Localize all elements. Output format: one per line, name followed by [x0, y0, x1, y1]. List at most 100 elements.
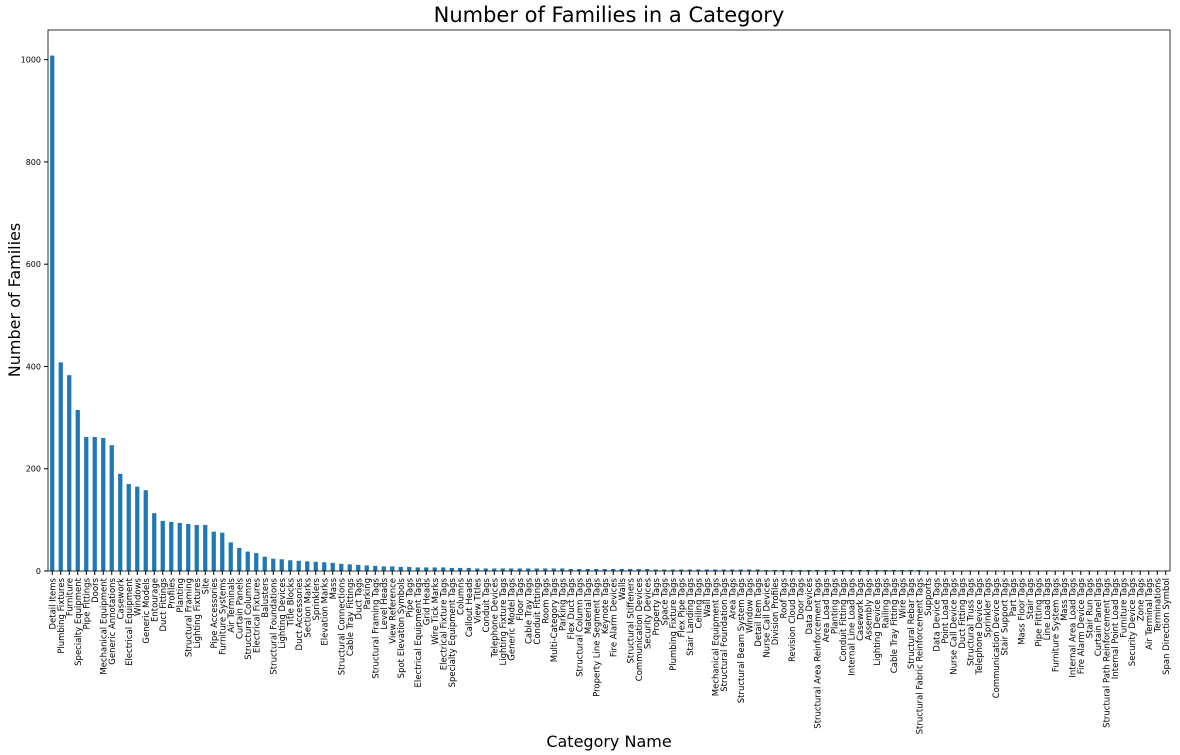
bar — [517, 568, 522, 571]
bar — [832, 569, 837, 571]
x-tick-label: Pipe Tags — [405, 577, 415, 617]
x-tick-label: Detail Item Tags — [754, 577, 764, 646]
x-tick-label: Multi-Category Tags — [550, 577, 560, 662]
bar — [534, 568, 539, 571]
bar — [849, 569, 854, 571]
x-tick-label: Pipe Fittings — [82, 577, 92, 629]
x-tick-label: Line Load Tags — [1043, 577, 1053, 640]
x-tick-label: Data Device Tags — [932, 577, 942, 651]
chart-title: Number of Families in a Category — [434, 3, 785, 27]
bar — [840, 569, 845, 571]
x-tick-label: Stair Run Tags — [1085, 577, 1095, 638]
bar — [58, 362, 63, 571]
x-tick-label: Structural Path Reinforcement Tags — [1102, 577, 1112, 727]
x-tick-label: Pipe Accessories — [210, 577, 220, 648]
x-tick-label: Electrical Equipment Tags — [414, 577, 424, 687]
bar — [169, 521, 174, 571]
x-tick-label: Fire Alarm Devices — [609, 577, 619, 657]
x-tick-label: Detail Items — [48, 577, 58, 629]
x-tick-label: Sprinkler Tags — [983, 577, 993, 637]
x-tick-label: Structural Beam System Tags — [737, 577, 747, 703]
bar — [381, 566, 386, 571]
x-tick-label: Keynote Tags — [601, 577, 611, 634]
bar — [203, 524, 208, 571]
x-tick-label: Conduit Fitting Tags — [839, 577, 849, 661]
bar — [492, 568, 497, 571]
x-tick-label: Section Marks — [303, 577, 313, 637]
x-tick-label: Duct Fittings — [159, 577, 169, 631]
bar — [390, 566, 395, 571]
bar — [543, 568, 548, 571]
bar — [432, 567, 437, 571]
x-tick-label: Division Profiles — [771, 577, 781, 645]
bar — [483, 568, 488, 571]
x-tick-label: Structural Foundations — [269, 577, 279, 674]
bar — [891, 569, 896, 571]
x-tick-label: Structural Foundation Tags — [720, 577, 730, 691]
x-tick-label: Floor Tags — [516, 577, 526, 620]
x-tick-label: Mechanical Equipment — [99, 577, 109, 674]
x-tick-label: Door Tags — [796, 577, 806, 620]
bar — [313, 561, 318, 571]
bar — [118, 473, 123, 571]
bar — [109, 445, 114, 571]
x-tick-label: Part Tags — [1009, 577, 1019, 616]
bar — [798, 569, 803, 571]
bar — [687, 569, 692, 571]
x-tick-label: Elevation Marks — [320, 577, 330, 645]
x-tick-label: Spot Elevation Symbols — [397, 577, 407, 678]
x-tick-label: Conduit Fittings — [533, 577, 543, 644]
x-tick-label: Wire Tick Marks — [431, 577, 441, 644]
x-tick-label: Structural Framing Tags — [371, 577, 381, 678]
bar — [670, 569, 675, 571]
x-tick-label: Grid Heads — [422, 577, 432, 625]
bar — [908, 569, 913, 571]
x-tick-label: Area Tags — [728, 577, 738, 619]
bar — [866, 569, 871, 571]
bar — [781, 569, 786, 571]
x-tick-label: Doors — [91, 577, 101, 602]
y-tick-label: 600 — [26, 260, 41, 269]
x-tick-label: Structural Framing — [184, 578, 194, 657]
x-tick-label: Walls — [618, 577, 628, 600]
bar — [67, 375, 72, 571]
x-tick-label: Roof Tags — [779, 577, 789, 618]
x-tick-label: Telephone Device Tags — [975, 577, 985, 675]
x-tick-label: Structural Columns — [244, 577, 254, 659]
x-tick-label: Lighting Devices — [278, 577, 288, 648]
bar — [772, 569, 777, 571]
x-tick-label: Nurse Call Device Tags — [949, 577, 959, 674]
bar — [611, 568, 616, 571]
bar — [271, 558, 276, 571]
x-tick-label: Pipe Fitting Tags — [1034, 577, 1044, 646]
bar — [449, 567, 454, 571]
bar — [475, 568, 480, 571]
x-tick-label: View Titles — [473, 577, 483, 623]
x-tick-label: Security Device Tags — [1128, 577, 1138, 666]
bar — [551, 568, 556, 571]
x-tick-label: Data Devices — [805, 577, 815, 634]
bar — [305, 561, 310, 571]
x-tick-label: Stair Tags — [1026, 577, 1036, 619]
x-tick-label: Parking Tags — [558, 577, 568, 631]
x-tick-label: Profiles — [167, 577, 177, 608]
x-tick-label: Mass Floor Tags — [1017, 577, 1027, 644]
y-tick-label: 0 — [36, 567, 41, 576]
x-tick-label: Casework — [116, 578, 126, 619]
x-tick-label: Railing Tags — [881, 577, 891, 628]
bar — [721, 569, 726, 571]
x-tick-label: Generic Model Tags — [507, 577, 517, 660]
bar — [730, 569, 735, 571]
bar — [237, 547, 242, 571]
x-tick-label: Structural Truss Tags — [966, 577, 976, 666]
bar — [415, 567, 420, 571]
x-tick-label: Window Tags — [745, 577, 755, 633]
x-tick-label: Structural Fabric Reinforcement Tags — [915, 577, 925, 734]
bar — [228, 542, 233, 571]
bar — [815, 569, 820, 571]
y-axis-label: Number of Families — [5, 223, 24, 378]
bar — [874, 569, 879, 571]
bar — [628, 568, 633, 571]
x-tick-label: Property Line Segment Tags — [592, 577, 602, 696]
